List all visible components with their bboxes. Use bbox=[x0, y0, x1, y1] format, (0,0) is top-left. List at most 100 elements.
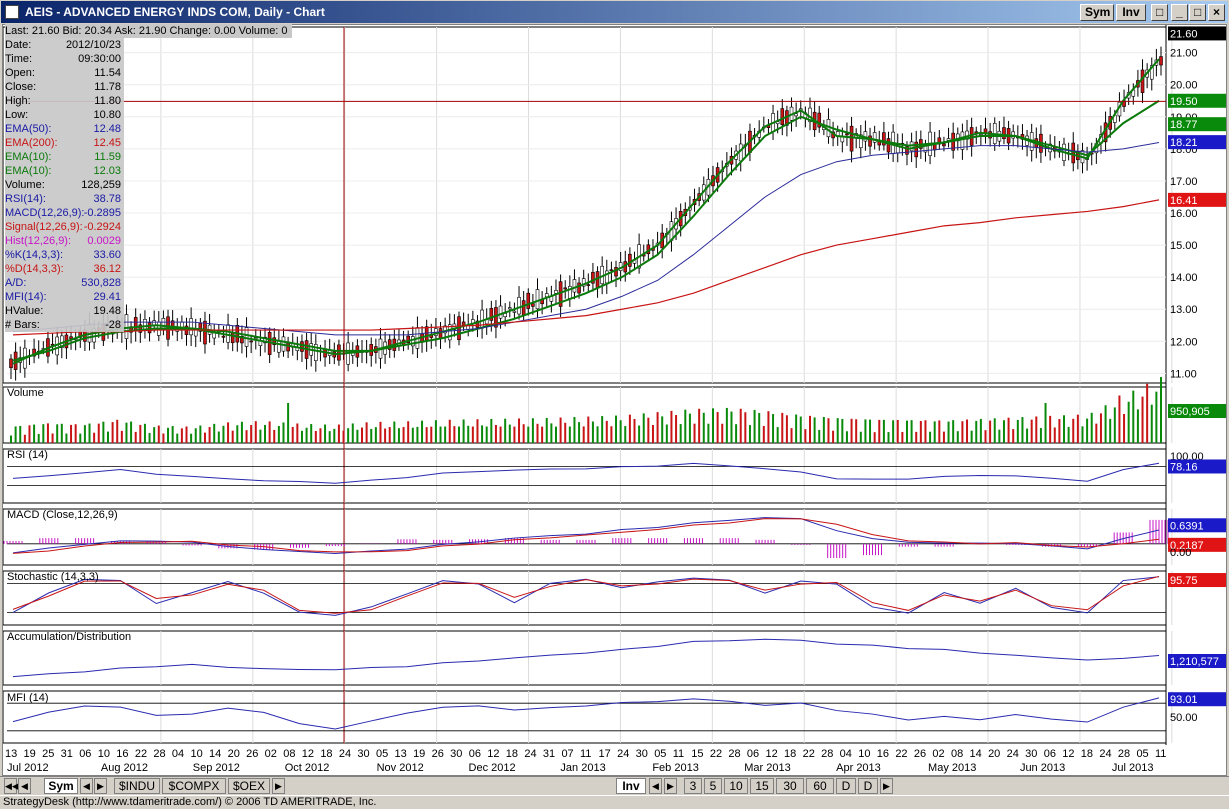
tab-sym[interactable]: Sym bbox=[44, 778, 78, 794]
volume-bar bbox=[1160, 377, 1162, 443]
x-day-label: 04 bbox=[172, 748, 184, 760]
tab-interval-3[interactable]: 3 bbox=[684, 778, 702, 794]
data-window-value: 11.80 bbox=[94, 95, 121, 107]
inv-prev-icon[interactable]: ◀ bbox=[649, 778, 662, 794]
volume-bar bbox=[573, 417, 576, 443]
mfi-badge-bg bbox=[1168, 692, 1226, 707]
volume-bar bbox=[250, 424, 253, 443]
data-window-label: EMA(10): bbox=[5, 151, 52, 163]
sym-prev-icon[interactable]: ◀ bbox=[80, 778, 93, 794]
volume-bar bbox=[610, 426, 613, 443]
volume-bar bbox=[134, 431, 137, 443]
rsi-badge: 78.16 bbox=[1170, 461, 1198, 473]
volume-bar bbox=[744, 412, 747, 443]
candle-down bbox=[138, 324, 143, 333]
tab-inv[interactable]: Inv bbox=[616, 778, 646, 794]
volume-bar bbox=[1146, 383, 1149, 443]
tab-interval-10[interactable]: 10 bbox=[724, 778, 748, 794]
volume-bar bbox=[707, 423, 710, 443]
close-icon[interactable]: × bbox=[1208, 4, 1225, 21]
volume-bar bbox=[342, 430, 345, 443]
candle-up bbox=[858, 134, 863, 148]
x-day-label: 11 bbox=[673, 748, 684, 760]
data-window-row: EMA(10): 12.03 bbox=[5, 164, 124, 178]
tab-interval-60[interactable]: 60 bbox=[806, 778, 834, 794]
maximize-icon[interactable]: □ bbox=[1189, 4, 1206, 21]
candle-up bbox=[512, 310, 517, 313]
macd-badge: 0.6391 bbox=[1170, 520, 1204, 532]
tab-symbol-oex[interactable]: $OEX bbox=[228, 778, 270, 794]
volume-bar bbox=[545, 417, 548, 443]
first-icon[interactable]: ◀◀ bbox=[4, 778, 19, 794]
tab-symbol-compx[interactable]: $COMPX bbox=[162, 778, 226, 794]
macd-line-1 bbox=[12, 518, 1160, 554]
x-day-label: 30 bbox=[357, 748, 369, 760]
volume-bar bbox=[758, 413, 761, 443]
candle-down bbox=[69, 336, 73, 339]
sym-button[interactable]: Sym bbox=[1080, 4, 1114, 21]
volume-bar bbox=[531, 418, 534, 443]
inv-next-icon[interactable]: ▶ bbox=[664, 778, 677, 794]
volume-bar bbox=[993, 418, 996, 443]
candle-down bbox=[203, 320, 207, 345]
minimize-icon[interactable]: _ bbox=[1171, 4, 1188, 21]
volume-bar bbox=[1002, 420, 1005, 443]
volume-bar bbox=[333, 428, 336, 443]
volume-bar bbox=[952, 420, 955, 443]
chart-svg[interactable]: 21.0020.0019.0018.0017.0016.0015.0014.00… bbox=[2, 25, 1228, 777]
volume-bar bbox=[190, 433, 193, 443]
data-window-label: HValue: bbox=[5, 305, 44, 317]
data-window-label: Hist(12,26,9): bbox=[5, 235, 72, 247]
volume-bar bbox=[157, 425, 160, 443]
volume-bar bbox=[14, 426, 17, 443]
interval-scroll-icon[interactable]: ▶ bbox=[880, 778, 893, 794]
x-day-label: 18 bbox=[506, 748, 518, 760]
app-icon bbox=[5, 5, 19, 19]
volume-bar bbox=[194, 428, 197, 443]
volume-bar bbox=[42, 424, 45, 443]
prev-icon[interactable]: ◀ bbox=[18, 778, 31, 794]
data-window-value: 12.03 bbox=[93, 165, 121, 177]
volume-bar bbox=[859, 431, 862, 443]
x-day-label: 10 bbox=[98, 748, 110, 760]
volume-bar bbox=[254, 421, 257, 443]
x-day-label: 30 bbox=[636, 748, 648, 760]
volume-bar bbox=[1030, 419, 1033, 443]
data-window-value: -0.2895 bbox=[83, 207, 121, 219]
chart-canvas[interactable]: 21.0020.0019.0018.0017.0016.0015.0014.00… bbox=[2, 24, 1227, 776]
mfi-line-0 bbox=[12, 697, 1160, 730]
volume-bar bbox=[975, 420, 978, 443]
pane-frame-mfi bbox=[2, 690, 1167, 744]
volume-bar bbox=[822, 416, 825, 443]
tab-interval-30[interactable]: 30 bbox=[776, 778, 804, 794]
rsi-badge-bg bbox=[1168, 459, 1226, 474]
volume-bar bbox=[430, 426, 433, 443]
data-window-value: 38.78 bbox=[93, 193, 121, 205]
volume-bar bbox=[679, 424, 682, 443]
candle-up bbox=[226, 324, 230, 343]
tab-symbol-indu[interactable]: $INDU bbox=[114, 778, 160, 794]
tab-interval-5[interactable]: 5 bbox=[704, 778, 722, 794]
volume-bar bbox=[74, 424, 77, 443]
volume-bar bbox=[388, 427, 391, 443]
volume-bar bbox=[19, 425, 22, 443]
volume-bar bbox=[772, 414, 775, 443]
sym-next-icon[interactable]: ▶ bbox=[94, 778, 107, 794]
data-window-row: MACD(12,26,9): -0.2895 bbox=[5, 206, 124, 220]
tab-interval-d[interactable]: D bbox=[836, 778, 856, 794]
x-day-label: 31 bbox=[543, 748, 555, 760]
x-month-label: May 2013 bbox=[928, 762, 976, 774]
volume-bar bbox=[421, 420, 424, 443]
x-day-label: 28 bbox=[728, 748, 740, 760]
symbols-scroll-icon[interactable]: ▶ bbox=[272, 778, 285, 794]
data-window-row: EMA(50): 12.48 bbox=[5, 122, 124, 136]
tab-interval-15[interactable]: 15 bbox=[750, 778, 774, 794]
restore-icon[interactable]: □ bbox=[1151, 4, 1168, 21]
data-window-label: EMA(10): bbox=[5, 165, 52, 177]
x-day-label: 10 bbox=[190, 748, 202, 760]
title-bar[interactable]: AEIS - ADVANCED ENERGY INDS COM, Daily -… bbox=[1, 1, 1228, 23]
tab-interval-d2[interactable]: D bbox=[858, 778, 878, 794]
data-window-label: Low: bbox=[5, 109, 29, 121]
inv-button[interactable]: Inv bbox=[1116, 4, 1146, 21]
data-window-row: %K(14,3,3): 33.60 bbox=[5, 248, 124, 262]
